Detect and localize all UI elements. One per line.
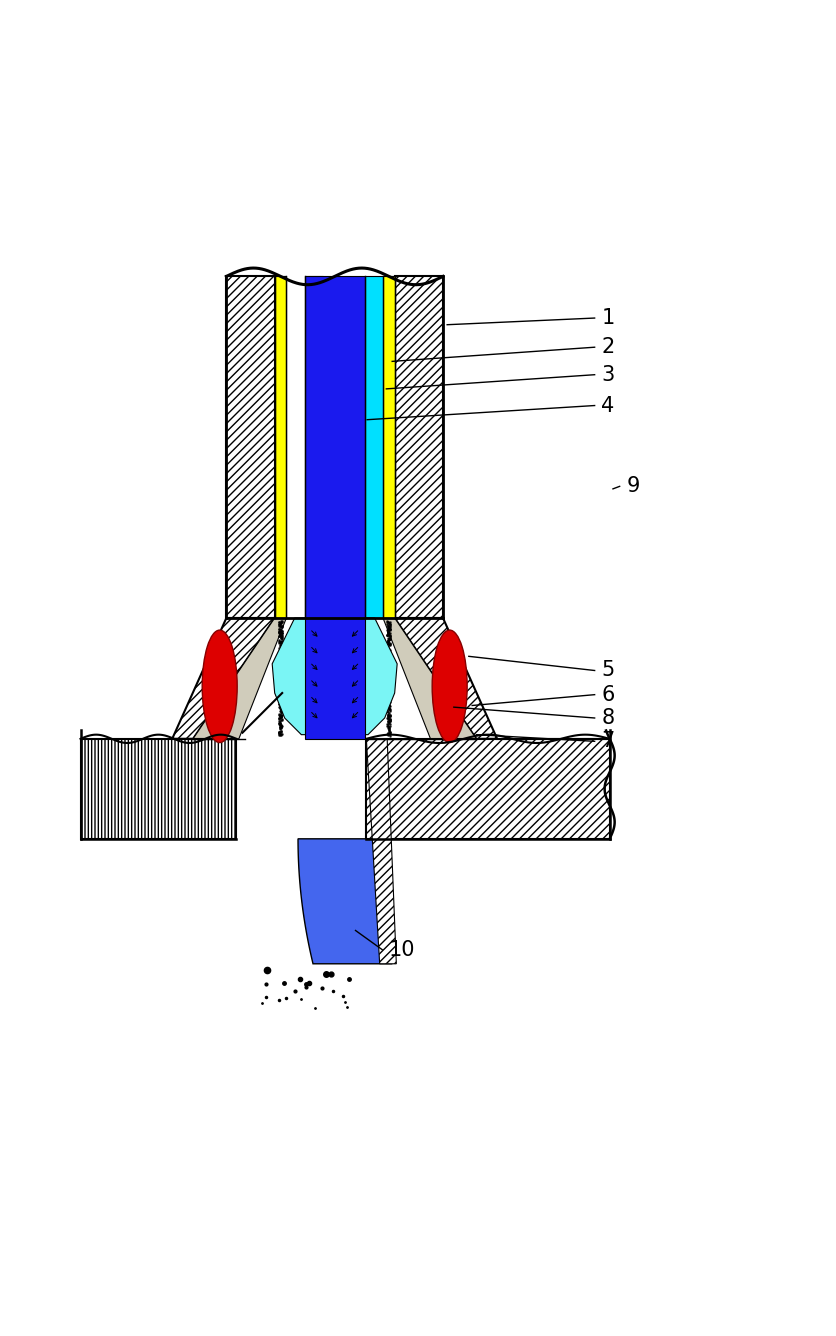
Polygon shape [193,619,287,739]
Text: 6: 6 [601,684,614,704]
Bar [304,277,364,619]
Polygon shape [395,277,443,619]
Polygon shape [275,277,287,619]
Text: 7: 7 [601,731,614,751]
Polygon shape [172,619,275,739]
Polygon shape [395,619,497,739]
Text: 2: 2 [601,337,614,357]
Text: 3: 3 [601,365,614,385]
Polygon shape [273,619,397,735]
Text: 10: 10 [389,939,415,959]
Polygon shape [366,739,396,963]
Bar [304,619,364,739]
Polygon shape [227,277,275,619]
Polygon shape [383,619,477,739]
Polygon shape [383,277,395,619]
Text: 5: 5 [601,660,614,680]
Bar [364,277,383,619]
Bar [275,277,287,619]
Ellipse shape [202,631,237,743]
Bar [304,277,323,619]
Text: 4: 4 [601,395,614,415]
Ellipse shape [432,631,467,743]
Text: 1: 1 [601,309,614,329]
Bar [383,277,395,619]
Text: 8: 8 [601,708,614,728]
Polygon shape [298,839,392,963]
Bar [80,739,237,839]
Bar [366,739,609,839]
Text: 9: 9 [626,477,640,497]
